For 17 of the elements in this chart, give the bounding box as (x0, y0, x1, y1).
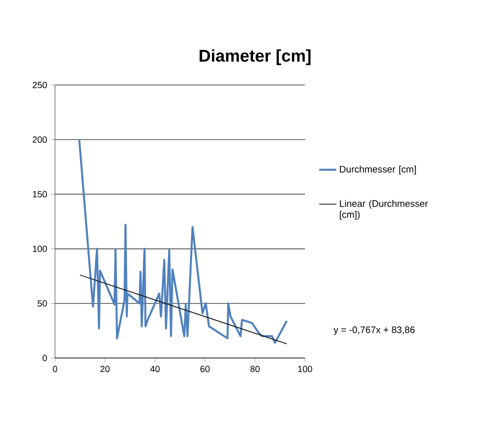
y-tick-label: 150 (32, 191, 47, 198)
y-tick-label: 100 (32, 246, 47, 252)
line-series (78, 138, 288, 344)
x-tick-label: 100 (298, 366, 312, 372)
y-tick-label: 200 (32, 136, 47, 143)
x-tick-label: 20 (100, 366, 110, 372)
y-tick-label: 0 (42, 354, 47, 362)
chart-title: Diameter [cm] (200, 49, 310, 66)
text: y = -0,767x + 83,86 (334, 326, 415, 335)
x-tick-label: 40 (150, 366, 160, 372)
x-tick-label: 60 (200, 366, 210, 372)
x-tick-label: 80 (250, 366, 260, 372)
x-tick-label: 0 (52, 366, 58, 372)
legend-label: Durchmesser [cm] (340, 166, 416, 174)
y-tick-label: 50 (38, 300, 47, 307)
legend-label: Linear (Durchmesser [cm]) (340, 200, 428, 220)
y-tick-label: 250 (32, 82, 47, 88)
